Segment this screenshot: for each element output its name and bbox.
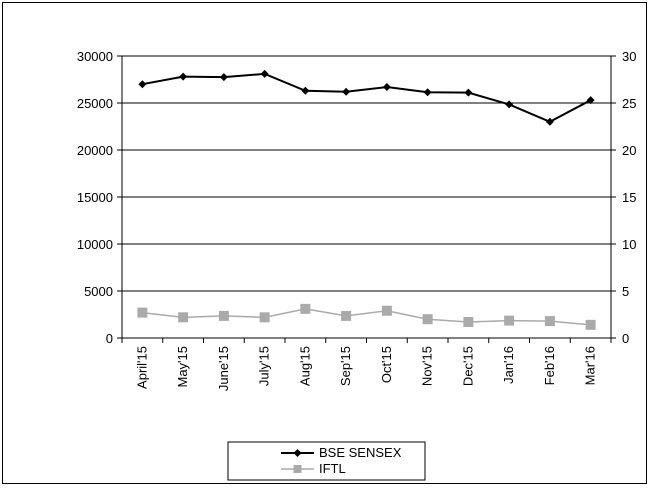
left-y-tick-label: 0 (106, 331, 113, 346)
legend-marker-iftl (293, 465, 302, 473)
left-y-tick-label: 10000 (77, 237, 113, 252)
left-y-tick-label: 20000 (77, 143, 113, 158)
series-layer (137, 69, 596, 330)
right-y-tick-label: 15 (622, 190, 636, 205)
left-y-tick-label: 15000 (77, 190, 113, 205)
data-point-bse-sensex (219, 73, 228, 82)
left-y-tick-label: 30000 (77, 49, 113, 64)
data-point-bse-sensex (423, 88, 432, 97)
data-point-bse-sensex (382, 83, 391, 92)
x-tick-label: May'15 (175, 346, 190, 388)
data-point-iftl (463, 317, 474, 328)
x-tick-label: June'15 (216, 346, 231, 391)
data-point-bse-sensex (342, 87, 351, 96)
right-y-tick-label: 25 (622, 96, 636, 111)
data-point-iftl (259, 312, 270, 323)
x-tick-label: July'15 (257, 346, 272, 386)
axes (117, 55, 616, 343)
data-point-bse-sensex (505, 100, 514, 109)
data-point-bse-sensex (179, 72, 188, 81)
x-tick-label: Mar'16 (583, 346, 598, 385)
legend-box (227, 441, 426, 481)
right-y-axis-tick-labels: 0 5 10 15 20 25 30 (622, 49, 636, 346)
series-line-iftl (142, 308, 591, 326)
x-tick-label: Oct'15 (379, 346, 394, 383)
x-tick-label: Sep'15 (338, 346, 353, 386)
legend-item-bse-sensex: BSE SENSEX (281, 445, 402, 460)
right-y-tick-label: 10 (622, 237, 636, 252)
legend-label-bse-sensex: BSE SENSEX (319, 445, 402, 460)
data-point-iftl (218, 310, 229, 321)
x-tick-label: Nov'15 (420, 346, 435, 386)
data-point-iftl (381, 305, 392, 316)
right-y-tick-label: 20 (622, 143, 636, 158)
grid-lines (122, 55, 611, 292)
data-point-iftl (300, 303, 311, 314)
data-point-iftl (585, 319, 596, 330)
right-y-tick-label: 0 (622, 331, 629, 346)
right-y-tick-label: 30 (622, 49, 636, 64)
series-line-bse-sensex (142, 72, 592, 123)
data-point-bse-sensex (586, 96, 595, 105)
right-y-tick-label: 5 (622, 284, 629, 299)
data-point-iftl (137, 307, 148, 318)
legend-item-iftl: IFTL (281, 461, 346, 476)
x-tick-label: Feb'16 (542, 346, 557, 385)
legend-label-iftl: IFTL (319, 461, 346, 476)
left-y-tick-label: 5000 (84, 284, 113, 299)
data-point-bse-sensex (138, 80, 147, 89)
x-tick-label: Jan'16 (501, 346, 516, 384)
data-point-iftl (544, 316, 555, 327)
left-y-axis-tick-labels: 0 5000 10000 15000 20000 25000 30000 (77, 49, 113, 346)
data-point-iftl (422, 314, 433, 325)
chart-frame (2, 2, 647, 484)
x-tick-label: Aug'15 (297, 346, 312, 386)
data-point-iftl (504, 315, 515, 326)
data-point-bse-sensex (260, 69, 269, 78)
data-point-bse-sensex (301, 86, 310, 95)
data-point-bse-sensex (545, 117, 554, 126)
x-tick-label: Dec'15 (460, 346, 475, 386)
data-point-iftl (341, 310, 352, 321)
data-point-bse-sensex (464, 88, 473, 97)
legend: BSE SENSEX IFTL (227, 441, 426, 481)
left-y-tick-label: 25000 (77, 96, 113, 111)
data-point-iftl (178, 312, 189, 323)
x-axis-tick-labels: April'15 May'15 June'15 July'15 Aug'15 Sep'15… (134, 346, 597, 391)
legend-marker-bse-sensex (293, 449, 302, 457)
x-tick-label: April'15 (134, 346, 149, 389)
